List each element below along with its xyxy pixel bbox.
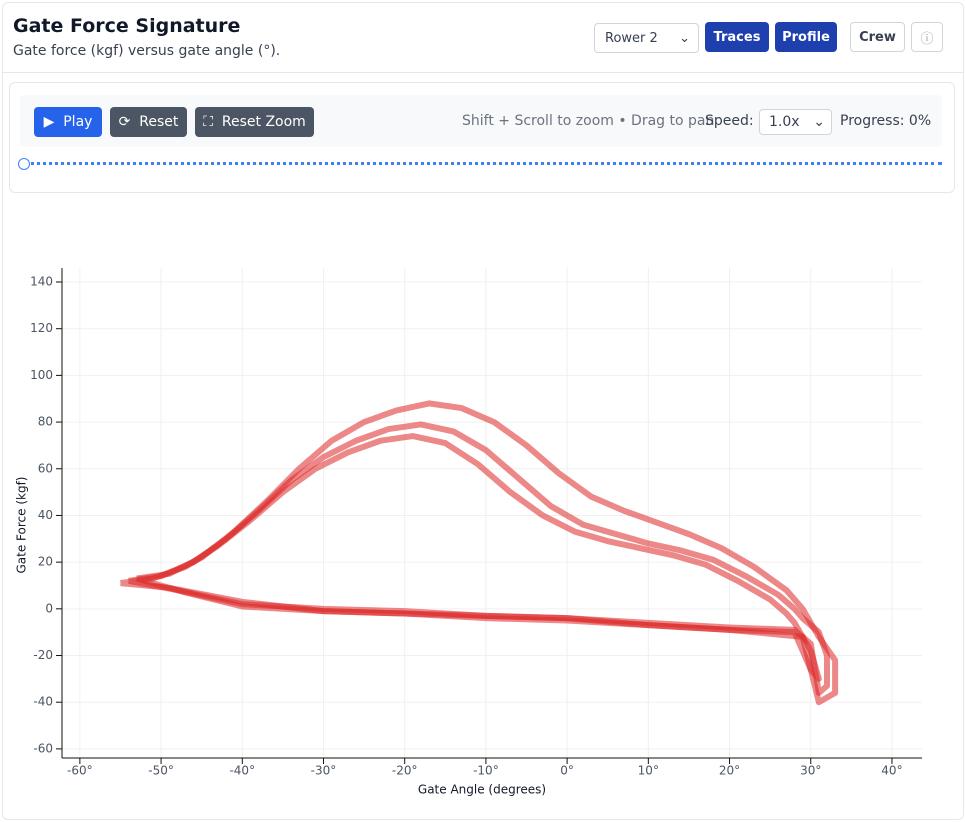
crew-button[interactable]: Crew — [850, 22, 905, 52]
x-tick-label: 0° — [560, 764, 574, 778]
y-tick-label: 100 — [30, 368, 53, 382]
control-panel — [9, 82, 955, 193]
divider — [2, 72, 963, 73]
x-tick-label: -40° — [229, 764, 255, 778]
x-tick-label: -60° — [67, 764, 93, 778]
progress-slider[interactable] — [24, 162, 942, 165]
reset-label: Reset — [139, 114, 179, 130]
x-tick-label: -20° — [392, 764, 418, 778]
rower-select[interactable]: Rower 2 ⌄ — [594, 23, 699, 53]
x-tick-label: -30° — [311, 764, 337, 778]
x-tick-label: 30° — [800, 764, 821, 778]
x-tick-label: 10° — [638, 764, 659, 778]
force-trace — [120, 433, 822, 682]
x-tick-label: -10° — [473, 764, 499, 778]
reset-zoom-label: Reset Zoom — [221, 114, 306, 130]
y-tick-label: 60 — [38, 461, 53, 475]
subtitle: Gate force (kgf) versus gate angle (°). — [13, 43, 281, 59]
y-tick-label: -60 — [33, 741, 53, 755]
y-tick-label: 80 — [38, 415, 53, 429]
x-tick-label: -50° — [148, 764, 174, 778]
progress: Progress: 0% — [840, 113, 932, 129]
speed-label: Speed: — [705, 113, 754, 129]
y-tick-label: 140 — [30, 275, 53, 289]
x-axis-title: Gate Angle (degrees) — [418, 783, 546, 797]
y-tick-label: 120 — [30, 321, 53, 335]
y-tick-label: 40 — [38, 508, 53, 522]
y-tick-label: -20 — [33, 648, 53, 662]
y-tick-label: 20 — [38, 555, 53, 569]
speed-value: 1.0x — [769, 114, 800, 130]
profile-button[interactable]: Profile — [775, 22, 837, 52]
info-button[interactable]: ⓘ — [911, 22, 943, 52]
reset-zoom-button[interactable]: ⛶ Reset Zoom — [195, 107, 314, 137]
x-tick-label: 40° — [881, 764, 902, 778]
x-tick-label: 20° — [719, 764, 740, 778]
rower-select-value: Rower 2 — [605, 30, 658, 46]
slider-handle[interactable] — [18, 158, 30, 170]
y-tick-label: -40 — [33, 695, 53, 709]
traces-button[interactable]: Traces — [705, 22, 769, 52]
y-tick-label: 0 — [45, 601, 53, 615]
title: Gate Force Signature — [13, 15, 241, 37]
play-button[interactable]: ▶ Play — [34, 107, 102, 137]
speed-select[interactable]: 1.0x ⌄ — [759, 109, 832, 135]
reset-button[interactable]: ⟳ Reset — [110, 107, 187, 137]
y-axis-title: Gate Force (kgf) — [15, 477, 29, 574]
play-label: Play — [63, 114, 93, 130]
zoom-hint: Shift + Scroll to zoom • Drag to pan — [462, 113, 715, 129]
